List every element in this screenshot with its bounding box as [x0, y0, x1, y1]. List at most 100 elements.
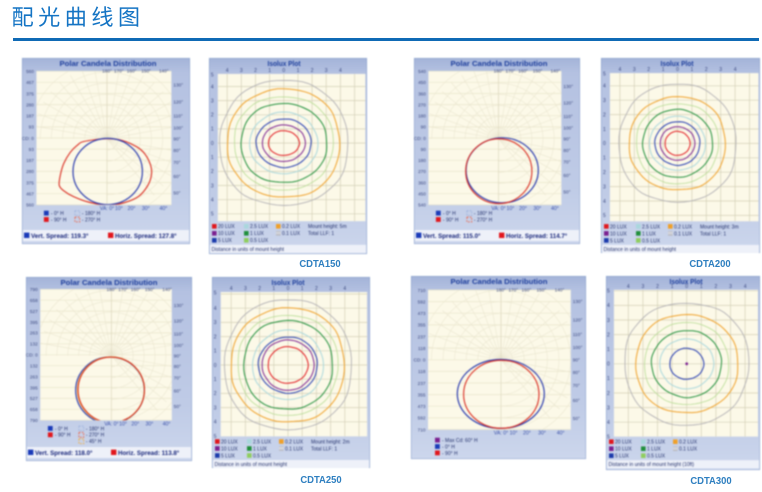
svg-text:70°: 70° [174, 376, 181, 381]
svg-text:20°: 20° [131, 421, 139, 427]
svg-text:VA: 0°: VA: 0° [104, 421, 118, 427]
svg-text:0: 0 [287, 286, 290, 292]
svg-text:3: 3 [729, 284, 732, 290]
svg-text:93: 93 [29, 125, 35, 130]
svg-text:0.2 LUX: 0.2 LUX [674, 224, 693, 230]
svg-text:395: 395 [30, 320, 38, 325]
svg-text:10°: 10° [506, 206, 514, 212]
svg-text:1: 1 [272, 286, 275, 292]
svg-text:1: 1 [603, 156, 606, 162]
svg-text:2.5 LUX: 2.5 LUX [647, 440, 666, 446]
svg-text:110°: 110° [563, 114, 572, 119]
svg-text:Polar Candela Distribution: Polar Candela Distribution [451, 59, 548, 68]
svg-text:355: 355 [418, 323, 426, 328]
svg-text:150°: 150° [536, 288, 546, 293]
svg-text:710: 710 [418, 427, 426, 432]
svg-text:1: 1 [211, 155, 214, 161]
svg-text:1: 1 [700, 284, 703, 290]
svg-text:70°: 70° [563, 160, 570, 165]
svg-text:100°: 100° [174, 343, 184, 348]
svg-text:60°: 60° [173, 174, 180, 179]
svg-text:467: 467 [26, 80, 34, 85]
svg-text:2: 2 [258, 286, 261, 292]
svg-text:1 LUX: 1 LUX [253, 446, 268, 452]
svg-text:Mount height: 2m: Mount height: 2m [311, 439, 350, 445]
svg-text:527: 527 [30, 309, 38, 314]
svg-text:187: 187 [26, 114, 34, 119]
svg-text:- 90° H: - 90° H [442, 451, 458, 457]
svg-text:540: 540 [418, 203, 426, 208]
svg-text:1: 1 [214, 349, 217, 355]
svg-text:70°: 70° [573, 383, 580, 388]
svg-text:90: 90 [421, 147, 427, 152]
svg-text:80°: 80° [573, 370, 580, 375]
svg-text:3: 3 [719, 67, 722, 73]
svg-text:30°: 30° [142, 206, 150, 212]
svg-text:2: 2 [715, 284, 718, 290]
svg-text:Vert. Spread: 119.3°: Vert. Spread: 119.3° [31, 233, 89, 240]
svg-text:2: 2 [656, 284, 659, 290]
svg-text:4: 4 [339, 68, 342, 74]
svg-text:0: 0 [607, 362, 610, 368]
svg-text:4: 4 [211, 198, 214, 204]
svg-text:5: 5 [607, 435, 610, 441]
svg-text:150°: 150° [533, 69, 543, 74]
svg-text:Isolux Plot: Isolux Plot [268, 59, 301, 68]
svg-text:1: 1 [607, 376, 610, 382]
svg-text:40°: 40° [551, 206, 559, 212]
svg-text:90°: 90° [573, 358, 580, 363]
svg-text:280: 280 [26, 102, 34, 107]
svg-text:1: 1 [607, 347, 610, 353]
svg-text:70°: 70° [173, 160, 180, 165]
svg-text:450: 450 [418, 80, 426, 85]
svg-text:Total LLF: 1: Total LLF: 1 [700, 231, 726, 237]
svg-text:- 180° H: - 180° H [86, 426, 105, 432]
svg-text:Horiz. Spread: 113.8°: Horiz. Spread: 113.8° [118, 450, 180, 457]
svg-text:50°: 50° [173, 191, 180, 196]
svg-text:360: 360 [418, 180, 426, 185]
svg-text:0.2 LUX: 0.2 LUX [285, 439, 304, 445]
svg-text:20 LUX: 20 LUX [610, 224, 627, 230]
svg-text:1: 1 [268, 68, 271, 74]
svg-text:2: 2 [311, 68, 314, 74]
svg-text:110°: 110° [573, 332, 582, 337]
svg-text:60°: 60° [563, 173, 570, 178]
svg-text:Distance in units of mount hei: Distance in units of mount height [212, 247, 285, 253]
svg-text:2: 2 [211, 113, 214, 119]
svg-text:120°: 120° [173, 100, 183, 105]
svg-text:1: 1 [214, 377, 217, 383]
svg-text:180: 180 [418, 158, 426, 163]
svg-text:1 LUX: 1 LUX [647, 447, 662, 453]
svg-text:3: 3 [211, 98, 214, 104]
svg-text:5 LUX: 5 LUX [615, 454, 630, 460]
svg-text:VA: 0°: VA: 0° [491, 206, 505, 212]
svg-text:2: 2 [607, 391, 610, 397]
svg-text:4: 4 [603, 84, 606, 90]
svg-text:30°: 30° [145, 421, 153, 427]
svg-text:VA: 0°: VA: 0° [100, 206, 114, 212]
svg-text:10 LUX: 10 LUX [610, 231, 627, 237]
svg-text:3: 3 [240, 68, 243, 74]
svg-text:187: 187 [26, 158, 34, 163]
svg-text:120°: 120° [174, 319, 184, 324]
svg-text:Total LLF: 1: Total LLF: 1 [308, 231, 334, 237]
svg-text:5 LUX: 5 LUX [610, 238, 625, 244]
svg-text:132: 132 [30, 364, 38, 369]
svg-text:4: 4 [607, 303, 610, 309]
svg-text:0.5 LUX: 0.5 LUX [253, 453, 272, 459]
svg-text:2: 2 [254, 68, 257, 74]
svg-text:170°: 170° [118, 287, 128, 292]
svg-text:120°: 120° [573, 317, 583, 322]
svg-text:4: 4 [214, 420, 217, 426]
svg-text:10°: 10° [119, 421, 127, 427]
svg-text:130°: 130° [173, 83, 183, 88]
svg-text:1: 1 [301, 286, 304, 292]
svg-text:2: 2 [214, 334, 217, 340]
svg-text:110°: 110° [174, 332, 183, 337]
svg-text:658: 658 [30, 407, 38, 412]
svg-text:710: 710 [418, 288, 426, 293]
svg-text:118: 118 [418, 369, 426, 374]
svg-text:50°: 50° [174, 404, 181, 409]
svg-text:90°: 90° [174, 354, 181, 359]
svg-text:4: 4 [627, 284, 630, 290]
